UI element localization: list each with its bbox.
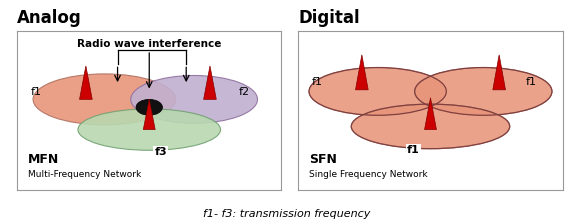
Polygon shape — [144, 99, 155, 130]
Ellipse shape — [136, 99, 162, 115]
Text: f1- f3: transmission frequency: f1- f3: transmission frequency — [203, 209, 371, 219]
Text: f2: f2 — [239, 87, 250, 97]
Text: f1: f1 — [407, 145, 420, 155]
Polygon shape — [355, 55, 368, 90]
Text: f1: f1 — [312, 77, 323, 87]
Text: Single Frequency Network: Single Frequency Network — [309, 170, 428, 179]
Polygon shape — [493, 55, 506, 90]
Text: Digital: Digital — [298, 9, 360, 27]
Text: Multi-Frequency Network: Multi-Frequency Network — [28, 170, 141, 179]
Polygon shape — [80, 66, 92, 99]
Text: MFN: MFN — [28, 153, 59, 166]
Ellipse shape — [78, 109, 220, 150]
Ellipse shape — [33, 74, 176, 125]
Text: f1: f1 — [526, 77, 537, 87]
Ellipse shape — [309, 68, 447, 115]
Ellipse shape — [414, 68, 552, 115]
Text: Radio wave interference: Radio wave interference — [77, 39, 222, 49]
Polygon shape — [204, 66, 216, 99]
Ellipse shape — [131, 76, 258, 123]
Text: f3: f3 — [154, 147, 167, 157]
Ellipse shape — [351, 104, 510, 149]
Text: SFN: SFN — [309, 153, 337, 166]
Text: f1: f1 — [30, 87, 41, 97]
Polygon shape — [425, 98, 436, 130]
Text: Analog: Analog — [17, 9, 82, 27]
